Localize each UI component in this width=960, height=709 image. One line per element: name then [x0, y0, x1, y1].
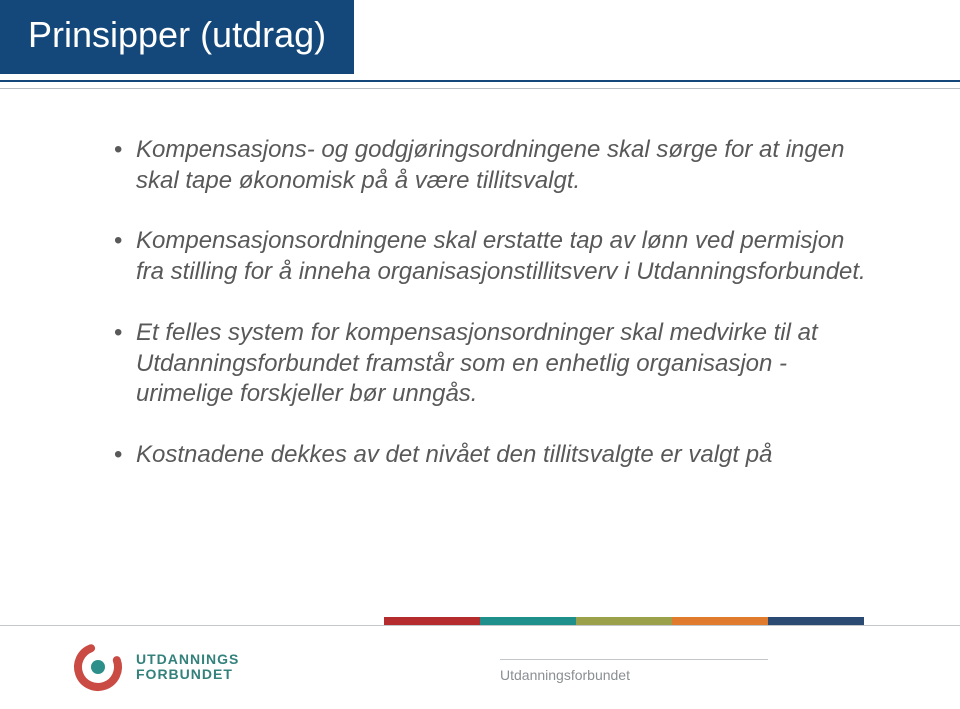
rule-thick	[0, 80, 960, 82]
bullet-text: Kompensasjonsordningene skal erstatte ta…	[136, 226, 874, 287]
color-bars	[384, 617, 864, 625]
logo-wordmark: UTDANNINGS FORBUNDET	[136, 652, 239, 681]
bullet-mark: •	[114, 318, 136, 410]
list-item: • Et felles system for kompensasjonsordn…	[114, 318, 874, 410]
logo-word-line1: UTDANNINGS	[136, 652, 239, 667]
title-band: Prinsipper (utdrag)	[0, 0, 354, 74]
list-item: • Kompensasjons- og godgjøringsordningen…	[114, 135, 874, 196]
bullet-text: Kompensasjons- og godgjøringsordningene …	[136, 135, 874, 196]
logo-mark-icon	[72, 641, 124, 693]
footer-rule	[0, 625, 960, 626]
bullet-text: Et felles system for kompensasjonsordnin…	[136, 318, 874, 410]
list-item: • Kompensasjonsordningene skal erstatte …	[114, 226, 874, 287]
bar-orange	[672, 617, 768, 625]
bullet-text: Kostnadene dekkes av det nivået den till…	[136, 440, 874, 471]
footer-org-name: Utdanningsforbundet	[500, 667, 630, 683]
org-logo: UTDANNINGS FORBUNDET	[72, 641, 239, 693]
bar-olive	[576, 617, 672, 625]
logo-word-line2: FORBUNDET	[136, 667, 239, 682]
content-area: • Kompensasjons- og godgjøringsordningen…	[0, 89, 960, 471]
footer: UTDANNINGS FORBUNDET Utdanningsforbundet	[0, 617, 960, 709]
title-rules	[0, 80, 960, 89]
bullet-mark: •	[114, 440, 136, 471]
bullet-mark: •	[114, 135, 136, 196]
bullet-mark: •	[114, 226, 136, 287]
bar-navy	[768, 617, 864, 625]
bar-red	[384, 617, 480, 625]
footer-short-rule	[500, 659, 768, 660]
slide-title: Prinsipper (utdrag)	[28, 14, 326, 56]
bar-teal	[480, 617, 576, 625]
list-item: • Kostnadene dekkes av det nivået den ti…	[114, 440, 874, 471]
